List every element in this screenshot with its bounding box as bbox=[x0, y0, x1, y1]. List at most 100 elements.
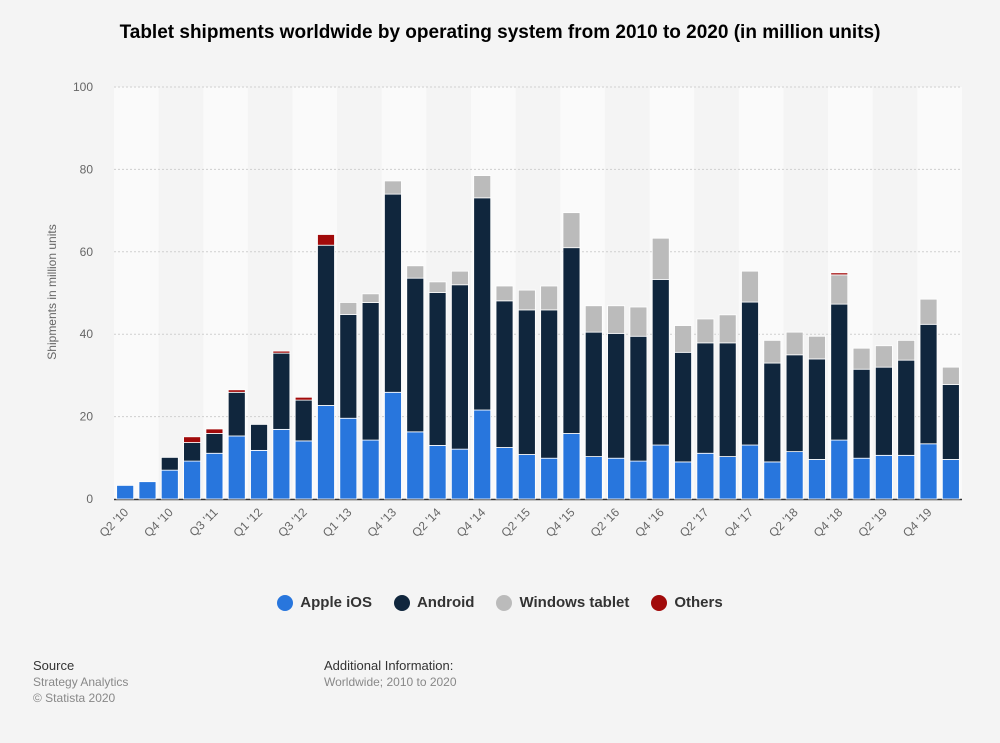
bar-segment-android bbox=[250, 424, 268, 451]
legend-item-others[interactable]: Others bbox=[651, 594, 723, 611]
bar-segment-windows-tablet bbox=[785, 331, 804, 356]
x-tick-label: Q1 '13 bbox=[320, 505, 355, 540]
bar-segment-windows-tablet bbox=[562, 212, 581, 249]
stacked-bar-chart: 0 20 40 60 80 100 Q2 '10 Q4 '10 Q3 '11 Q1 '12 Q3 … bbox=[45, 80, 962, 540]
x-tick-label: Q2 '18 bbox=[766, 505, 801, 540]
bar-segment-windows-tablet bbox=[495, 285, 514, 302]
bar-segment-android bbox=[763, 362, 782, 463]
bar-segment-apple-ios bbox=[696, 452, 715, 500]
y-tick-label: 100 bbox=[73, 80, 93, 94]
bar-segment-others bbox=[272, 350, 291, 354]
y-axis-label: Shipments in million units bbox=[45, 224, 59, 359]
bar-segment-android bbox=[361, 302, 380, 441]
chart-title: Tablet shipments worldwide by operating … bbox=[119, 22, 881, 43]
bar-segment-apple-ios bbox=[785, 451, 804, 500]
bar-segment-apple-ios bbox=[607, 457, 626, 500]
x-tick-label: Q4 '18 bbox=[811, 505, 846, 540]
bar-segment-android bbox=[874, 366, 893, 456]
bar-segment-apple-ios bbox=[250, 449, 268, 500]
bar-segment-android bbox=[517, 309, 536, 455]
bar-segment-android bbox=[317, 244, 335, 406]
bar-segment-windows-tablet bbox=[540, 285, 559, 311]
bar-segment-android bbox=[897, 359, 916, 456]
bar-segment-android bbox=[919, 323, 938, 445]
bar-segment-apple-ios bbox=[473, 409, 492, 500]
bar-segment-android bbox=[294, 399, 313, 442]
x-tick-label: Q2 '16 bbox=[588, 505, 623, 540]
additional-info-block: Additional Information: Worldwide; 2010 … bbox=[324, 658, 457, 690]
bar-segment-apple-ios bbox=[116, 485, 135, 500]
x-tick-label: Q1 '12 bbox=[231, 505, 266, 540]
bar-segment-apple-ios bbox=[450, 448, 469, 500]
bar-segment-android bbox=[651, 279, 670, 446]
copyright: © Statista 2020 bbox=[33, 691, 116, 705]
x-tick-label: Q4 '17 bbox=[721, 505, 756, 540]
legend-item-windows[interactable]: Windows tablet bbox=[496, 594, 629, 611]
bar-segment-apple-ios bbox=[830, 439, 849, 500]
bar-segment-windows-tablet bbox=[763, 339, 782, 364]
source-text: Strategy Analytics bbox=[33, 675, 129, 689]
legend-item-ios[interactable]: Apple iOS bbox=[277, 594, 372, 611]
bar-segment-windows-tablet bbox=[808, 335, 826, 360]
bar-segment-android bbox=[272, 352, 291, 430]
bar-segment-android bbox=[674, 351, 692, 463]
bar-segment-android bbox=[205, 433, 224, 454]
bar-segment-apple-ios bbox=[428, 445, 447, 500]
bar-segment-android bbox=[183, 442, 202, 462]
bar-segment-apple-ios bbox=[317, 405, 335, 500]
bar-segment-windows-tablet bbox=[473, 175, 492, 199]
bar-segment-apple-ios bbox=[361, 439, 380, 500]
y-tick-label: 40 bbox=[80, 327, 94, 341]
bar-segment-android bbox=[384, 193, 402, 393]
source-block: Source Strategy Analytics © Statista 202… bbox=[33, 658, 128, 706]
bar-segment-windows-tablet bbox=[674, 325, 692, 353]
bar-segment-android bbox=[540, 309, 559, 459]
bar-segment-windows-tablet bbox=[607, 305, 626, 334]
bar-segment-windows-tablet bbox=[696, 318, 715, 344]
y-tick-label: 80 bbox=[80, 162, 94, 176]
bar-segment-apple-ios bbox=[808, 459, 826, 500]
bar-segment-android bbox=[160, 456, 179, 471]
x-tick-label: Q3 '12 bbox=[275, 505, 310, 540]
x-tick-label: Q2 '19 bbox=[855, 505, 890, 540]
x-tick-label: Q4 '10 bbox=[141, 505, 176, 540]
x-tick-label: Q4 '13 bbox=[364, 505, 399, 540]
bar-segment-android bbox=[584, 331, 603, 457]
bar-segment-apple-ios bbox=[517, 454, 536, 500]
bar-segment-apple-ios bbox=[919, 443, 938, 500]
bar-segment-android bbox=[629, 335, 648, 462]
bar-segment-android bbox=[450, 284, 469, 450]
bar-segment-android bbox=[406, 277, 425, 433]
bar-segment-windows-tablet bbox=[339, 302, 358, 315]
bar-segment-others bbox=[830, 272, 849, 276]
bar-segment-apple-ios bbox=[941, 459, 960, 500]
bar-segment-android bbox=[473, 197, 492, 411]
bar-segment-windows-tablet bbox=[629, 306, 648, 337]
bar-segment-android bbox=[785, 354, 804, 453]
bar-segment-windows-tablet bbox=[941, 366, 960, 385]
bar-segment-others bbox=[205, 428, 224, 434]
bar-segment-windows-tablet bbox=[361, 293, 380, 303]
y-tick-label: 20 bbox=[80, 410, 94, 424]
x-tick-label: Q4 '14 bbox=[454, 505, 489, 540]
bar-segment-windows-tablet bbox=[450, 270, 469, 286]
x-tick-label: Q2 '17 bbox=[677, 505, 712, 540]
x-tick-label: Q2 '14 bbox=[409, 505, 444, 540]
bar-segment-others bbox=[294, 396, 313, 401]
plot-band bbox=[158, 87, 204, 499]
source-heading: Source bbox=[33, 658, 75, 673]
bar-segment-windows-tablet bbox=[897, 339, 916, 361]
bar-segment-apple-ios bbox=[495, 447, 514, 500]
bar-segment-apple-ios bbox=[562, 433, 581, 500]
bar-segment-others bbox=[227, 389, 246, 393]
bar-segment-windows-tablet bbox=[517, 289, 536, 311]
bar-segment-windows-tablet bbox=[718, 314, 737, 344]
bar-segment-android bbox=[830, 303, 849, 441]
bar-segment-windows-tablet bbox=[874, 345, 893, 368]
bar-segment-windows-tablet bbox=[428, 281, 447, 293]
y-tick-label: 60 bbox=[80, 245, 94, 259]
legend: Apple iOS Android Windows tablet Others bbox=[0, 594, 1000, 611]
legend-item-android[interactable]: Android bbox=[393, 594, 474, 611]
x-tick-label: Q4 '15 bbox=[543, 505, 578, 540]
bar-segment-apple-ios bbox=[874, 454, 893, 500]
